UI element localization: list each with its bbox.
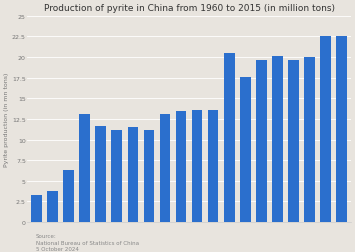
Bar (111, 130, 122, 222)
Bar (48, 191, 58, 222)
Bar (176, 112, 186, 222)
Bar (95, 127, 106, 222)
Y-axis label: Pyrite production (in mn tons): Pyrite production (in mn tons) (4, 72, 9, 166)
Bar (320, 36, 331, 222)
Title: Production of pyrite in China from 1960 to 2015 (in million tons): Production of pyrite in China from 1960 … (44, 4, 334, 13)
Bar (288, 61, 299, 222)
Bar (64, 170, 74, 222)
Bar (192, 110, 202, 222)
Bar (159, 114, 170, 222)
Bar (143, 131, 154, 222)
Bar (127, 128, 138, 222)
Bar (208, 110, 218, 222)
Bar (304, 58, 315, 222)
Bar (80, 114, 90, 222)
Bar (31, 195, 42, 222)
Bar (336, 36, 347, 222)
Bar (224, 54, 235, 222)
Bar (256, 61, 267, 222)
Bar (240, 78, 251, 222)
Bar (272, 57, 283, 222)
Text: Source:
National Bureau of Statistics of China
5 October 2024: Source: National Bureau of Statistics of… (36, 233, 138, 251)
